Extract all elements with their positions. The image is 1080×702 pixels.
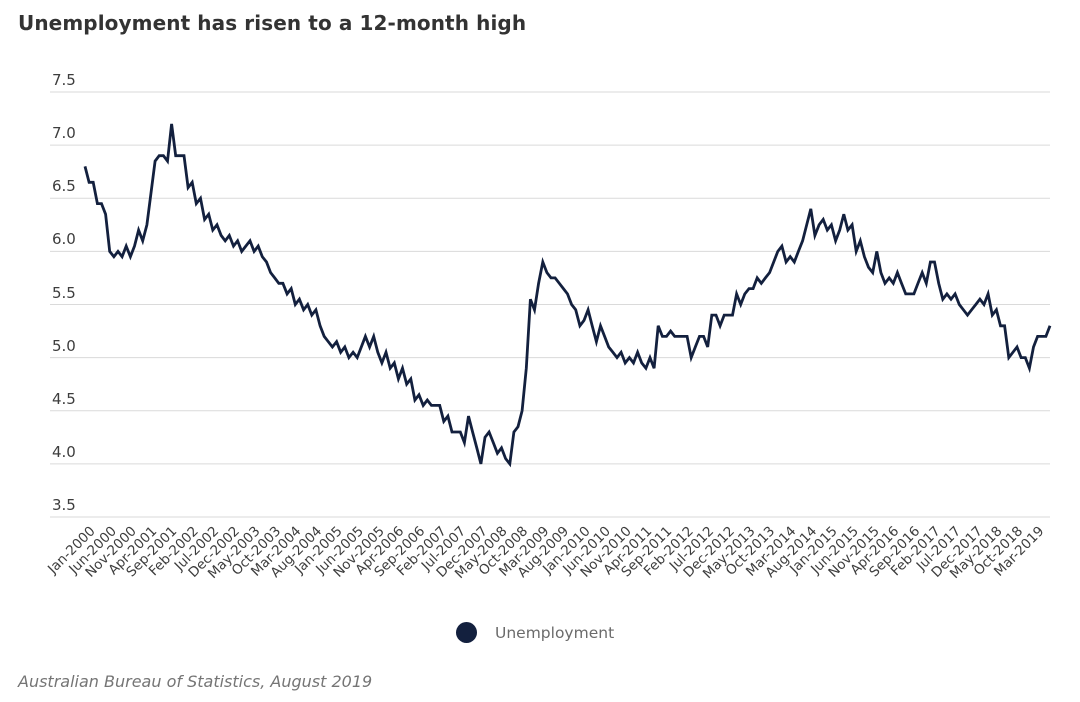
y-axis-label: 4.0 bbox=[52, 443, 76, 461]
y-axis-label: 5.5 bbox=[52, 284, 76, 302]
legend-label: Unemployment bbox=[495, 623, 615, 642]
legend-circle-icon bbox=[456, 622, 477, 643]
y-axis-label: 3.5 bbox=[52, 496, 76, 514]
source-caption: Australian Bureau of Statistics, August … bbox=[18, 672, 373, 691]
unemployment-line bbox=[83, 123, 1052, 468]
y-axis-label: 4.5 bbox=[52, 390, 76, 408]
y-axis-label: 6.5 bbox=[52, 177, 76, 195]
page-title: Unemployment has risen to a 12-month hig… bbox=[18, 11, 527, 35]
legend: Unemployment bbox=[456, 622, 614, 643]
y-axis-label: 5.0 bbox=[52, 337, 76, 355]
y-axis-label: 7.0 bbox=[52, 124, 76, 142]
y-axis-label: 6.0 bbox=[52, 230, 76, 248]
y-axis-label: 7.5 bbox=[52, 71, 76, 89]
